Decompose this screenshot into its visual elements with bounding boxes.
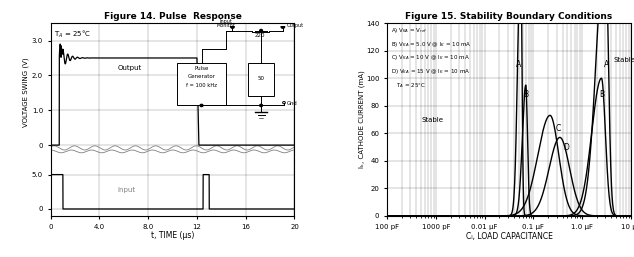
Text: C) V$_{KA}$ = 10 V @ I$_K$ = 10 mA: C) V$_{KA}$ = 10 V @ I$_K$ = 10 mA bbox=[391, 53, 470, 62]
X-axis label: t, TIME (μs): t, TIME (μs) bbox=[151, 231, 194, 240]
Text: B: B bbox=[523, 90, 528, 99]
Text: T$_A$ = 25°C: T$_A$ = 25°C bbox=[391, 81, 425, 90]
Text: Input: Input bbox=[118, 187, 136, 193]
Text: A) V$_{KA}$ = V$_{ref}$: A) V$_{KA}$ = V$_{ref}$ bbox=[391, 26, 427, 35]
Text: B: B bbox=[600, 90, 605, 99]
Text: Output: Output bbox=[118, 65, 142, 71]
Text: D: D bbox=[564, 143, 569, 152]
Text: D) V$_{KA}$ = 15 V @ I$_K$ = 10 mA: D) V$_{KA}$ = 15 V @ I$_K$ = 10 mA bbox=[391, 67, 470, 76]
Text: Stable: Stable bbox=[421, 117, 443, 123]
Title: Figure 14. Pulse  Response: Figure 14. Pulse Response bbox=[103, 12, 242, 21]
Text: A: A bbox=[604, 60, 609, 69]
Text: B) V$_{KA}$ = 5.0 V @ I$_K$ = 10 mA: B) V$_{KA}$ = 5.0 V @ I$_K$ = 10 mA bbox=[391, 40, 471, 49]
Y-axis label: Iₖ, CATHODE CURRENT (mA): Iₖ, CATHODE CURRENT (mA) bbox=[358, 71, 365, 168]
Text: T$_A$ = 25°C: T$_A$ = 25°C bbox=[55, 29, 91, 40]
X-axis label: Cₗ, LOAD CAPACITANCE: Cₗ, LOAD CAPACITANCE bbox=[465, 232, 552, 241]
Y-axis label: VOLTAGE SWING (V): VOLTAGE SWING (V) bbox=[23, 57, 29, 127]
Text: A: A bbox=[517, 60, 522, 69]
Title: Figure 15. Stability Boundary Conditions: Figure 15. Stability Boundary Conditions bbox=[405, 12, 612, 21]
Text: C: C bbox=[555, 124, 560, 133]
Text: Stable: Stable bbox=[614, 57, 634, 63]
